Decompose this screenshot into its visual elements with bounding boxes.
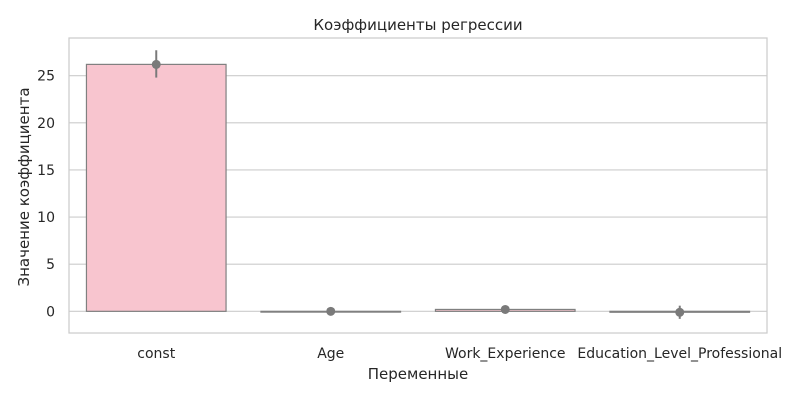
- plot-frame: [68, 37, 768, 334]
- estimate-point: [675, 307, 685, 317]
- bar: [85, 63, 227, 312]
- x-axis-label: Переменные: [368, 365, 469, 383]
- y-tick-label: 15: [37, 163, 55, 179]
- y-tick-labels: 0 5 10 15 20 25: [37, 69, 55, 321]
- x-tick-label: Work_Experience: [445, 346, 566, 362]
- y-axis-label: Значение коэффициента: [15, 87, 33, 286]
- x-tick-label: Education_Level_Professional: [577, 346, 782, 362]
- estimate-point: [151, 59, 161, 69]
- x-tick-labels: const Age Work_Experience Education_Level_P…: [137, 346, 782, 362]
- x-tick-label: const: [137, 346, 175, 362]
- y-tick-label: 25: [37, 69, 55, 85]
- x-tick-label: Age: [317, 346, 344, 362]
- y-tick-label: 10: [37, 210, 55, 226]
- chart-title: Коэффициенты регрессии: [313, 16, 522, 34]
- estimate-point: [326, 306, 336, 316]
- bars: [85, 63, 751, 313]
- y-tick-label: 20: [37, 116, 55, 132]
- y-tick-label: 5: [46, 257, 55, 273]
- error-bars: [151, 50, 685, 319]
- estimate-point: [500, 304, 510, 314]
- y-tick-label: 0: [46, 304, 55, 320]
